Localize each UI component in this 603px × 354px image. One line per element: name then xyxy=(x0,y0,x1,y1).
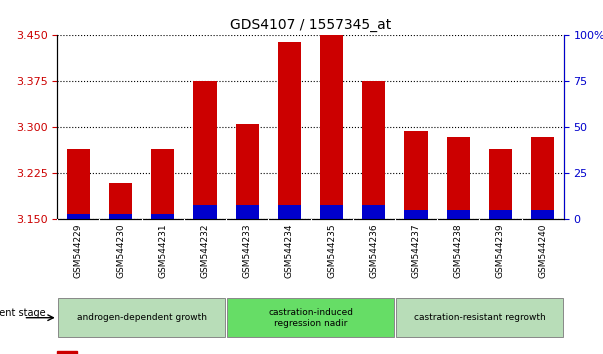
Bar xyxy=(194,81,216,219)
Bar xyxy=(489,210,512,219)
Text: androgen-dependent growth: androgen-dependent growth xyxy=(77,313,207,322)
Text: GSM544233: GSM544233 xyxy=(243,223,251,278)
Bar xyxy=(531,210,554,219)
Text: GSM544235: GSM544235 xyxy=(327,223,336,278)
Bar xyxy=(67,214,90,219)
Text: GSM544237: GSM544237 xyxy=(412,223,420,278)
Bar xyxy=(320,35,343,219)
Text: GSM544234: GSM544234 xyxy=(285,223,294,278)
Bar xyxy=(236,205,259,219)
Text: development stage: development stage xyxy=(0,308,45,319)
Text: GSM544232: GSM544232 xyxy=(201,223,209,278)
Text: GSM544239: GSM544239 xyxy=(496,223,505,278)
Bar xyxy=(236,124,259,219)
Bar xyxy=(405,131,428,219)
Text: GSM544240: GSM544240 xyxy=(538,223,547,278)
Bar xyxy=(57,351,77,354)
Bar xyxy=(67,149,90,219)
Bar xyxy=(320,205,343,219)
Text: castration-induced
regression nadir: castration-induced regression nadir xyxy=(268,308,353,328)
Bar xyxy=(489,149,512,219)
Bar xyxy=(405,210,428,219)
Bar xyxy=(109,214,132,219)
Bar xyxy=(151,214,174,219)
Bar xyxy=(58,298,226,337)
Bar xyxy=(396,298,563,337)
Text: GSM544230: GSM544230 xyxy=(116,223,125,278)
Bar xyxy=(531,137,554,219)
Text: GSM544231: GSM544231 xyxy=(159,223,167,278)
Bar xyxy=(194,205,216,219)
Text: castration-resistant regrowth: castration-resistant regrowth xyxy=(414,313,545,322)
Bar xyxy=(278,205,301,219)
Bar xyxy=(278,41,301,219)
Text: GSM544238: GSM544238 xyxy=(454,223,463,278)
Bar xyxy=(362,205,385,219)
Bar xyxy=(109,183,132,219)
Bar xyxy=(151,149,174,219)
Bar xyxy=(447,137,470,219)
Text: GSM544229: GSM544229 xyxy=(74,223,83,278)
Bar xyxy=(227,298,394,337)
Bar xyxy=(447,210,470,219)
Text: GSM544236: GSM544236 xyxy=(370,223,378,278)
Bar xyxy=(362,81,385,219)
Title: GDS4107 / 1557345_at: GDS4107 / 1557345_at xyxy=(230,18,391,32)
